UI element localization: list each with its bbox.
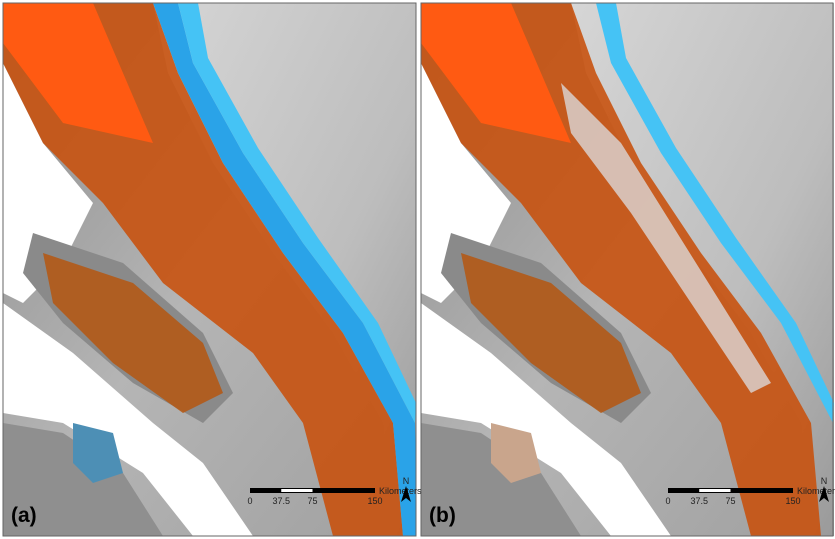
- scale-tick-label: 37.5: [272, 496, 290, 506]
- scale-tick-label: 150: [367, 496, 382, 506]
- scale-unit: Kilometers: [797, 486, 835, 496]
- scale-tick-label: 0: [665, 496, 670, 506]
- panel-label: (b): [429, 504, 456, 527]
- north-label: N: [403, 476, 410, 486]
- north-label: N: [821, 476, 828, 486]
- panel-label: (a): [11, 504, 37, 527]
- scale-unit: Kilometers: [379, 486, 422, 496]
- panel-b: [421, 3, 834, 536]
- scale-tick-label: 75: [307, 496, 317, 506]
- scale-tick-label: 37.5: [690, 496, 708, 506]
- scale-bar-segment: [281, 489, 312, 492]
- panel-a: [3, 3, 418, 536]
- scale-bar-segment: [699, 489, 730, 492]
- scale-tick-label: 75: [725, 496, 735, 506]
- scale-tick-label: 150: [785, 496, 800, 506]
- scale-tick-label: 0: [247, 496, 252, 506]
- map-figure: (a)037.575150KilometersN(b)037.575150Kil…: [0, 0, 835, 539]
